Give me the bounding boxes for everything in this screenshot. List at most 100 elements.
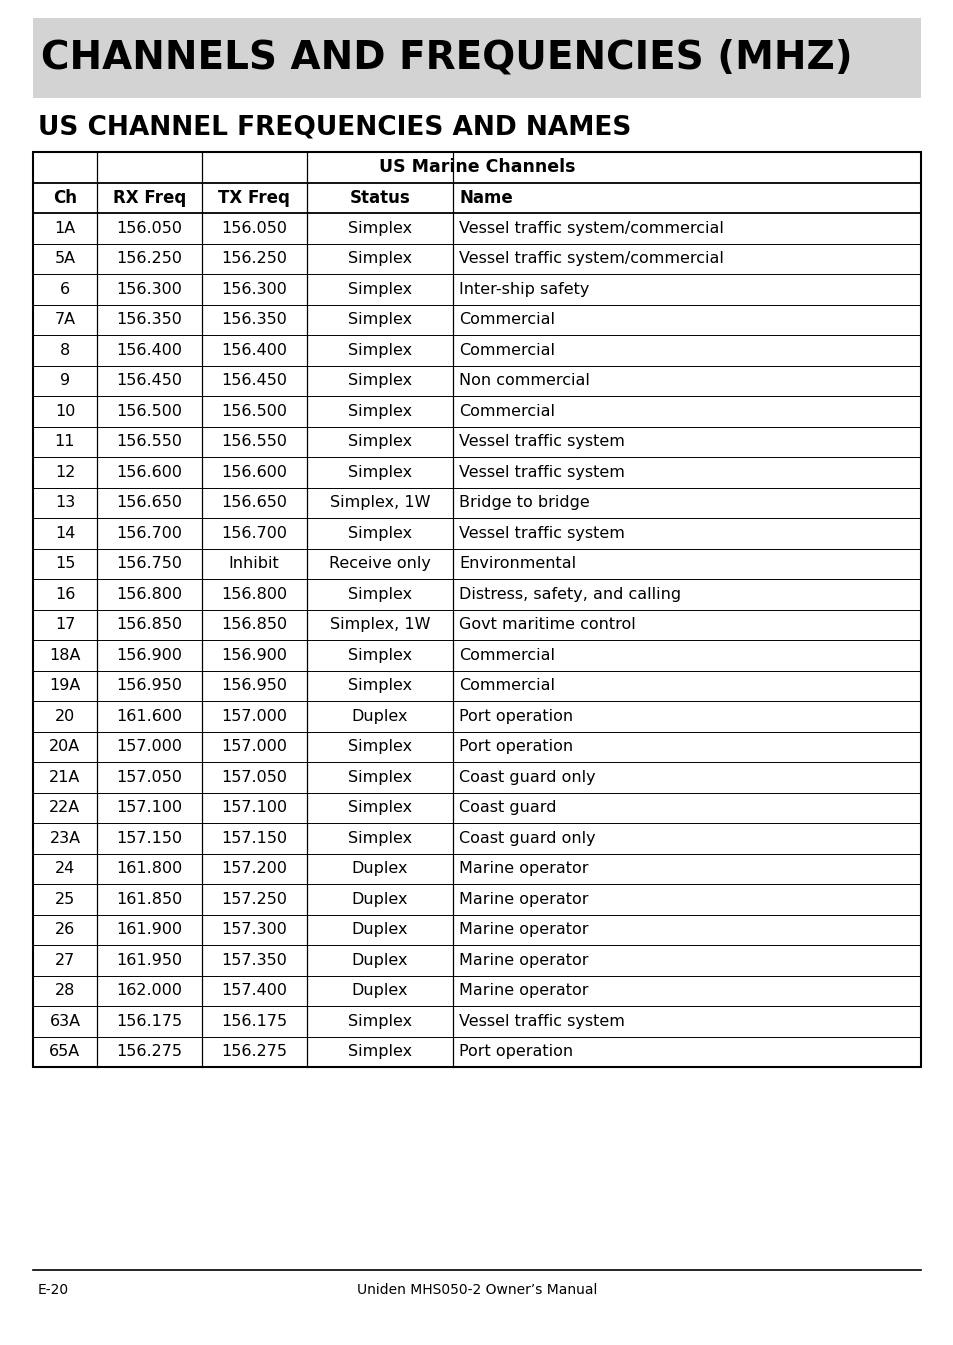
Text: Commercial: Commercial <box>458 343 555 358</box>
Text: Port operation: Port operation <box>458 709 573 724</box>
Text: RX Freq: RX Freq <box>112 188 186 207</box>
Text: Coast guard: Coast guard <box>458 800 556 815</box>
Text: 157.150: 157.150 <box>221 831 287 846</box>
Text: 156.650: 156.650 <box>116 495 182 510</box>
Text: 15: 15 <box>54 557 75 572</box>
Text: 157.150: 157.150 <box>116 831 182 846</box>
Text: 156.175: 156.175 <box>221 1014 287 1029</box>
Text: Receive only: Receive only <box>329 557 430 572</box>
Text: Port operation: Port operation <box>458 1044 573 1060</box>
Text: 156.050: 156.050 <box>221 221 287 235</box>
Text: Duplex: Duplex <box>351 861 408 876</box>
Text: 157.050: 157.050 <box>221 769 287 784</box>
Text: 5A: 5A <box>54 252 75 266</box>
Text: 156.400: 156.400 <box>221 343 287 358</box>
Text: 156.600: 156.600 <box>221 465 287 480</box>
Text: Simplex: Simplex <box>347 1014 412 1029</box>
Text: Vessel traffic system/commercial: Vessel traffic system/commercial <box>458 221 723 235</box>
Text: 156.700: 156.700 <box>221 526 287 541</box>
Text: 156.700: 156.700 <box>116 526 182 541</box>
Text: Inhibit: Inhibit <box>229 557 279 572</box>
Text: 157.000: 157.000 <box>221 709 287 724</box>
Text: 156.550: 156.550 <box>221 434 287 449</box>
Text: Vessel traffic system: Vessel traffic system <box>458 465 624 480</box>
Text: Non commercial: Non commercial <box>458 374 589 389</box>
Text: Commercial: Commercial <box>458 312 555 327</box>
Text: 157.050: 157.050 <box>116 769 182 784</box>
Text: Simplex: Simplex <box>347 281 412 297</box>
Text: Bridge to bridge: Bridge to bridge <box>458 495 589 510</box>
Text: 156.175: 156.175 <box>116 1014 182 1029</box>
Text: Simplex, 1W: Simplex, 1W <box>329 617 430 632</box>
Text: Vessel traffic system/commercial: Vessel traffic system/commercial <box>458 252 723 266</box>
Text: 161.600: 161.600 <box>116 709 182 724</box>
Text: Simplex: Simplex <box>347 831 412 846</box>
Text: Ch: Ch <box>53 188 77 207</box>
Text: Distress, safety, and calling: Distress, safety, and calling <box>458 586 680 601</box>
Bar <box>33 152 920 1067</box>
Text: 23A: 23A <box>50 831 80 846</box>
Text: Duplex: Duplex <box>351 892 408 907</box>
Text: CHANNELS AND FREQUENCIES (MHZ): CHANNELS AND FREQUENCIES (MHZ) <box>41 39 852 77</box>
Text: 156.850: 156.850 <box>221 617 287 632</box>
Bar <box>33 17 920 98</box>
Text: Duplex: Duplex <box>351 709 408 724</box>
Text: Simplex: Simplex <box>347 740 412 755</box>
Text: Simplex: Simplex <box>347 252 412 266</box>
Text: Simplex: Simplex <box>347 312 412 327</box>
Text: Duplex: Duplex <box>351 983 408 998</box>
Text: 10: 10 <box>54 404 75 418</box>
Text: 156.050: 156.050 <box>116 221 182 235</box>
Text: 14: 14 <box>54 526 75 541</box>
Text: Coast guard only: Coast guard only <box>458 769 595 784</box>
Text: 19A: 19A <box>50 678 81 693</box>
Text: 156.900: 156.900 <box>221 648 287 663</box>
Text: Simplex: Simplex <box>347 769 412 784</box>
Text: Commercial: Commercial <box>458 404 555 418</box>
Text: Simplex: Simplex <box>347 374 412 389</box>
Text: Simplex: Simplex <box>347 343 412 358</box>
Text: 161.850: 161.850 <box>116 892 182 907</box>
Text: Simplex: Simplex <box>347 648 412 663</box>
Text: E-20: E-20 <box>38 1283 69 1297</box>
Text: 26: 26 <box>54 923 75 937</box>
Text: 156.275: 156.275 <box>116 1044 182 1060</box>
Text: Status: Status <box>349 188 410 207</box>
Text: Simplex, 1W: Simplex, 1W <box>329 495 430 510</box>
Text: 161.950: 161.950 <box>116 952 182 968</box>
Text: 157.200: 157.200 <box>221 861 287 876</box>
Text: 6: 6 <box>60 281 70 297</box>
Text: 156.650: 156.650 <box>221 495 287 510</box>
Text: 27: 27 <box>54 952 75 968</box>
Text: TX Freq: TX Freq <box>218 188 290 207</box>
Text: 156.400: 156.400 <box>116 343 182 358</box>
Text: 12: 12 <box>54 465 75 480</box>
Text: 7A: 7A <box>54 312 75 327</box>
Text: 156.550: 156.550 <box>116 434 182 449</box>
Text: 156.300: 156.300 <box>221 281 287 297</box>
Text: 156.450: 156.450 <box>221 374 287 389</box>
Text: 156.950: 156.950 <box>116 678 182 693</box>
Text: 156.600: 156.600 <box>116 465 182 480</box>
Text: US CHANNEL FREQUENCIES AND NAMES: US CHANNEL FREQUENCIES AND NAMES <box>38 114 631 140</box>
Text: 22A: 22A <box>50 800 80 815</box>
Text: 156.500: 156.500 <box>116 404 182 418</box>
Text: 1A: 1A <box>54 221 75 235</box>
Text: 11: 11 <box>54 434 75 449</box>
Text: US Marine Channels: US Marine Channels <box>378 159 575 176</box>
Text: Simplex: Simplex <box>347 404 412 418</box>
Text: Marine operator: Marine operator <box>458 892 588 907</box>
Text: 156.850: 156.850 <box>116 617 182 632</box>
Text: 161.800: 161.800 <box>116 861 182 876</box>
Text: 156.350: 156.350 <box>221 312 287 327</box>
Text: Duplex: Duplex <box>351 923 408 937</box>
Text: 157.100: 157.100 <box>116 800 182 815</box>
Text: 156.800: 156.800 <box>116 586 182 601</box>
Text: 157.100: 157.100 <box>221 800 287 815</box>
Text: 156.275: 156.275 <box>221 1044 287 1060</box>
Text: Environmental: Environmental <box>458 557 576 572</box>
Text: 157.400: 157.400 <box>221 983 287 998</box>
Text: 63A: 63A <box>50 1014 80 1029</box>
Text: Simplex: Simplex <box>347 1044 412 1060</box>
Text: Simplex: Simplex <box>347 465 412 480</box>
